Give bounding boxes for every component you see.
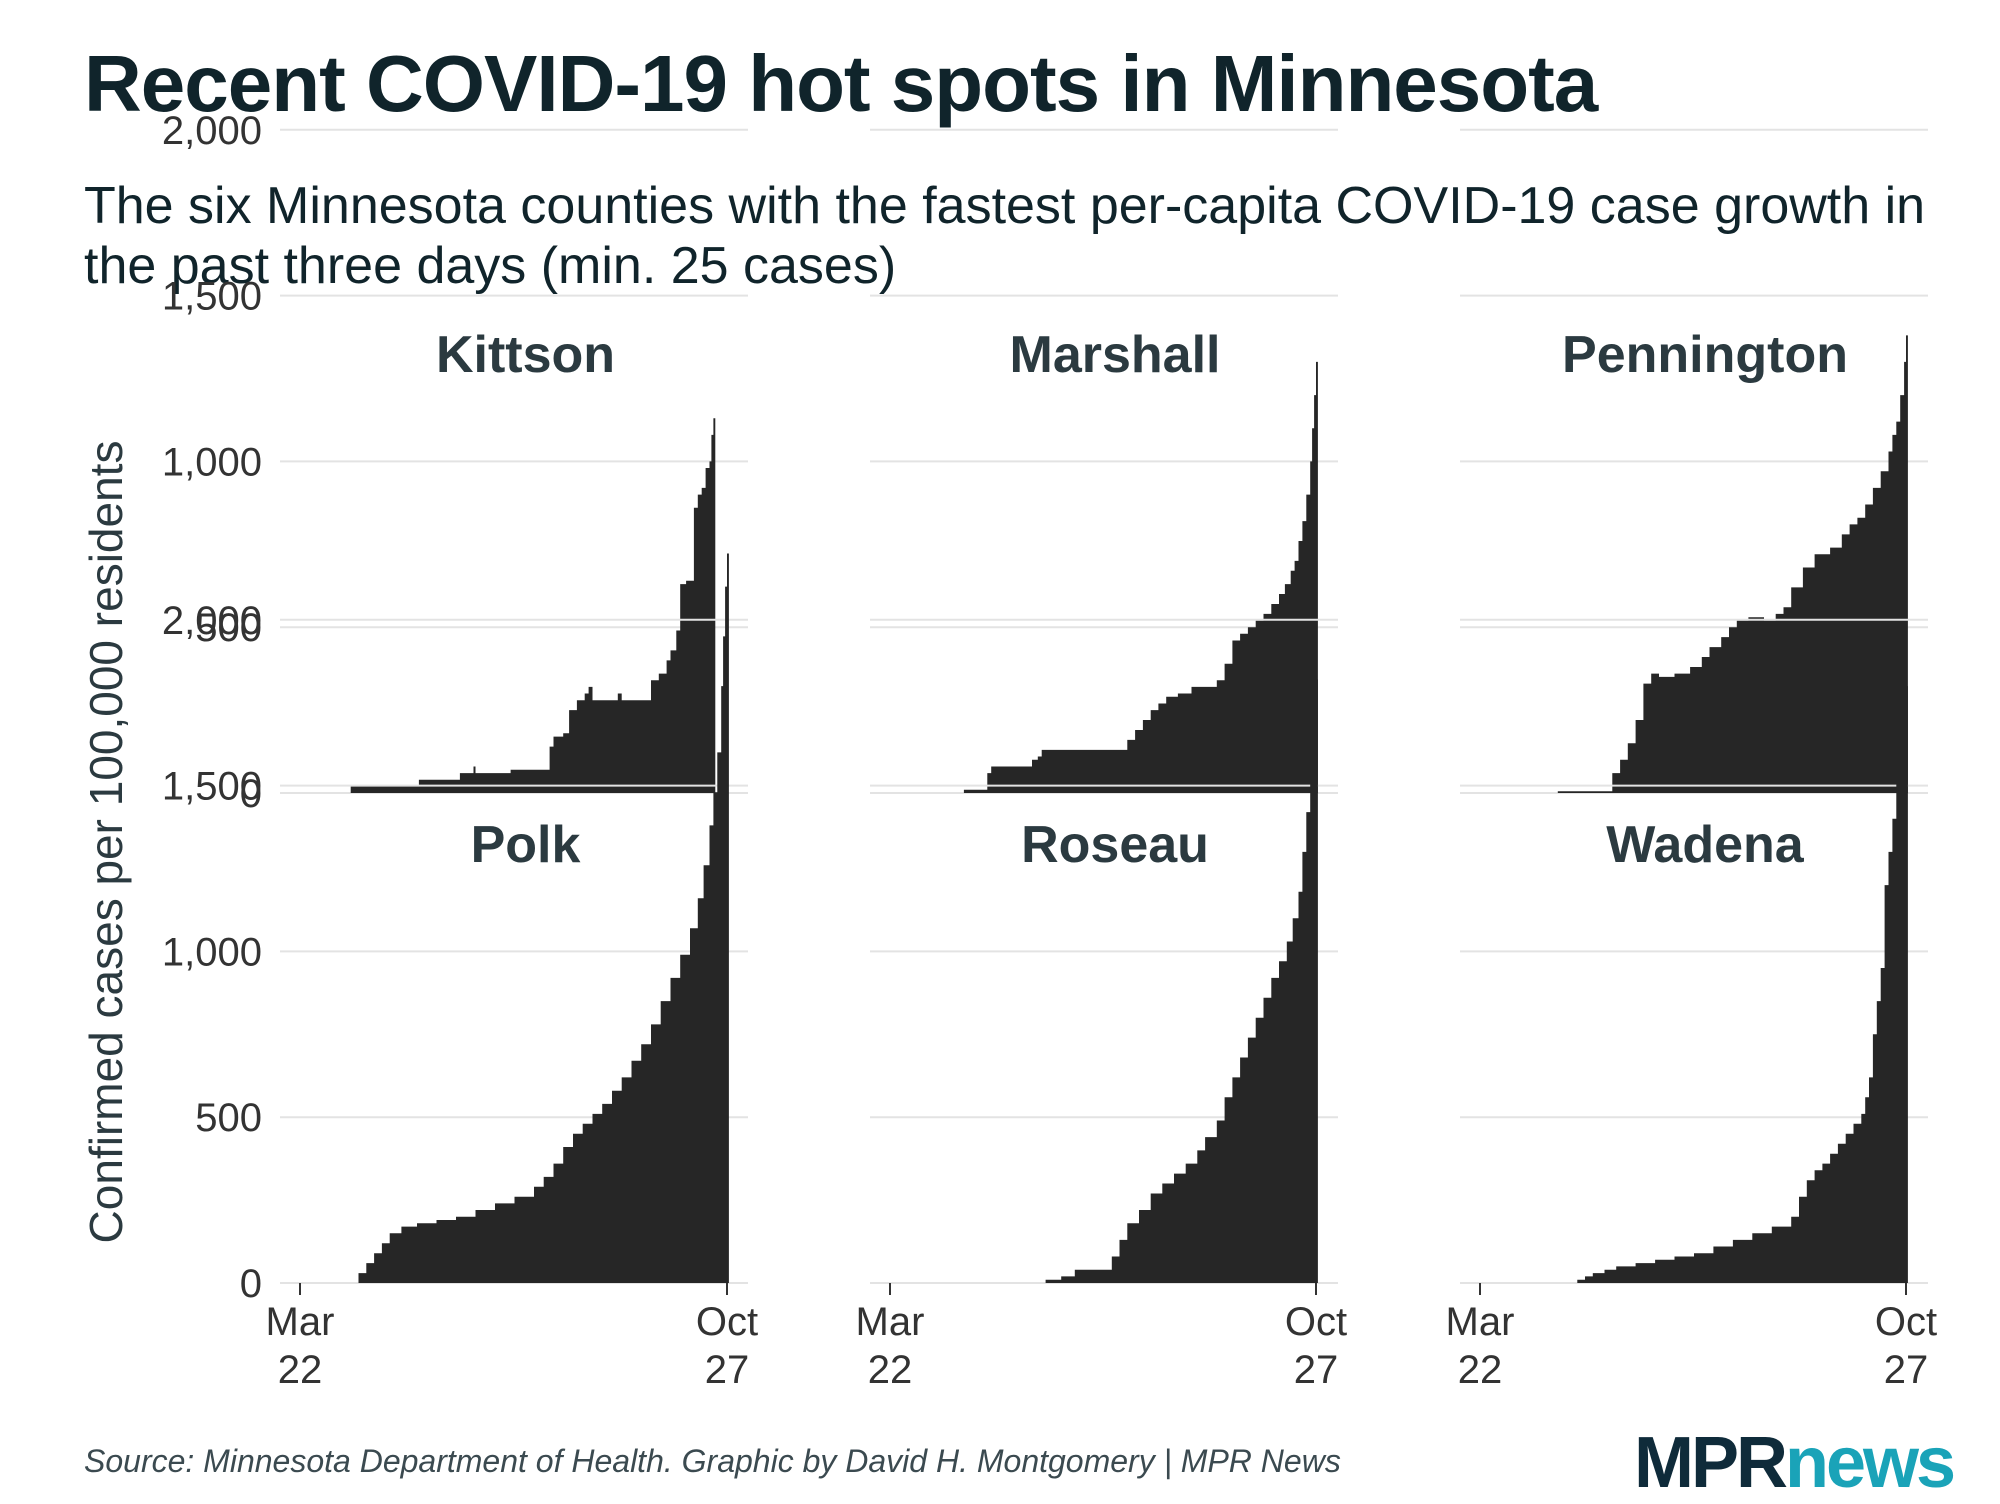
logo-mpr-text: MPR: [1634, 1423, 1788, 1503]
facet-marshall: Marshall: [870, 128, 1338, 794]
x-tick-label-day: 22: [278, 1348, 323, 1392]
area-series-wadena: [1569, 676, 1908, 1283]
logo-news-text: news: [1785, 1423, 1956, 1503]
panel-title: Marshall: [1010, 326, 1221, 384]
area-series-marshall: [963, 328, 1318, 793]
area-series-kittson: [350, 411, 716, 793]
y-tick-label: 1,000: [162, 440, 262, 484]
y-tick-label: 500: [195, 1096, 262, 1140]
x-tick-label-month: Oct: [1285, 1300, 1347, 1344]
y-tick-label: 1,500: [162, 275, 262, 319]
panel-title: Polk: [471, 816, 581, 874]
panel-title: Roseau: [1021, 816, 1209, 874]
y-axis-label: Confirmed cases per 100,000 residents: [80, 441, 132, 1244]
panel-title: Pennington: [1562, 326, 1848, 384]
y-tick-label: 2,000: [162, 109, 262, 153]
y-tick-label: 1,500: [162, 765, 262, 809]
source-note: Source: Minnesota Department of Health. …: [84, 1443, 1341, 1479]
area-series-pennington: [1557, 308, 1908, 793]
facet-kittson: Kittson 0 500 1,000 1,500 2,000: [162, 109, 748, 816]
x-tick-label-month: Oct: [696, 1300, 758, 1344]
y-tick-label: 500: [195, 606, 262, 650]
area-series-roseau: [944, 653, 1318, 1283]
x-tick-label-day: 27: [1294, 1348, 1339, 1392]
x-tick-label-month: Mar: [1446, 1300, 1515, 1344]
x-tick-label-day: 22: [1458, 1348, 1503, 1392]
y-tick-label: 2,000: [162, 599, 262, 643]
x-tick-label-month: Mar: [266, 1300, 335, 1344]
x-tick-label-month: Mar: [856, 1300, 925, 1344]
x-tick-label-day: 22: [868, 1348, 913, 1392]
chart-subtitle: The six Minnesota counties with the fast…: [84, 177, 1926, 295]
panel-title: Wadena: [1606, 816, 1805, 874]
y-tick-label: 0: [240, 772, 262, 816]
area-series-polk: [323, 520, 729, 1283]
y-tick-label: 1,000: [162, 930, 262, 974]
y-tick-label: 0: [240, 1262, 262, 1306]
x-tick-label-day: 27: [705, 1348, 750, 1392]
x-tick-label-day: 27: [1884, 1348, 1929, 1392]
facet-pennington: Pennington: [1460, 128, 1928, 794]
facet-panels: Kittson 0 500 1,000 1,500 2,000 Marshall Pennin…: [162, 109, 1937, 1392]
x-tick-label-month: Oct: [1875, 1300, 1937, 1344]
chart-title: Recent COVID-19 hot spots in Minnesota: [84, 39, 1598, 128]
mpr-news-logo: MPRnews: [1634, 1422, 1956, 1504]
panel-title: Kittson: [436, 326, 615, 384]
